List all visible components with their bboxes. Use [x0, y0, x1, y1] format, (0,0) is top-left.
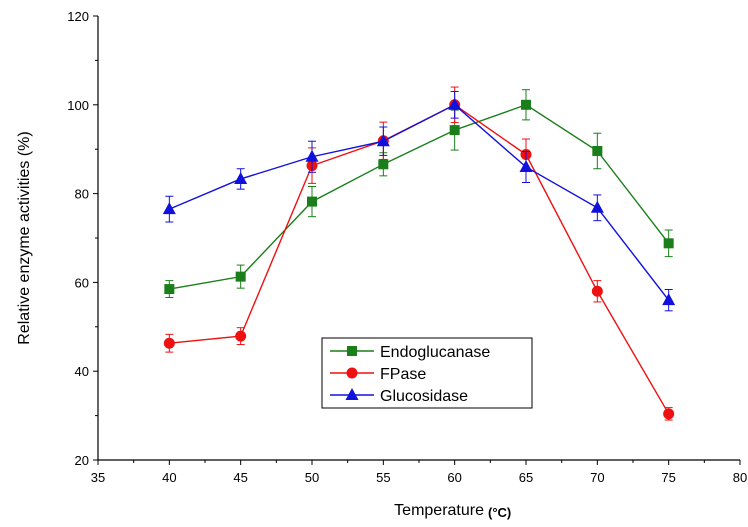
y-tick-label: 60: [75, 275, 89, 290]
x-axis-unit: (°C): [488, 505, 511, 520]
legend-item: Glucosidase: [330, 388, 468, 405]
x-axis-title: Temperature: [394, 502, 484, 519]
x-axis-ticks: 35 40 45 50 55 60 65 70 75 80: [91, 460, 747, 485]
legend-marker: [347, 346, 357, 356]
data-point: [663, 238, 674, 249]
y-tick-label: 20: [75, 453, 89, 468]
y-tick-label: 120: [67, 9, 89, 24]
x-tick-label: 45: [233, 470, 247, 485]
x-tick-label: 65: [519, 470, 533, 485]
legend-item: Endoglucanase: [330, 344, 490, 361]
legend-item: FPase: [330, 366, 426, 383]
data-point: [163, 337, 175, 349]
data-point: [235, 271, 246, 282]
legend-label: Endoglucanase: [380, 344, 490, 361]
y-tick-label: 100: [67, 98, 89, 113]
x-tick-label: 70: [590, 470, 604, 485]
y-axis-title: Relative enzyme activities (%): [16, 131, 33, 344]
data-point: [449, 125, 460, 136]
x-tick-label: 80: [733, 470, 747, 485]
y-tick-label: 80: [75, 187, 89, 202]
series-line: [169, 103, 670, 301]
y-axis-ticks: 20 40 60 80 100 120: [67, 9, 98, 468]
legend-marker: [346, 367, 358, 379]
legend-marker: [345, 388, 359, 400]
x-tick-label: 55: [376, 470, 390, 485]
data-point: [235, 330, 247, 342]
data-point: [448, 97, 462, 110]
x-tick-label: 35: [91, 470, 105, 485]
x-tick-label: 75: [661, 470, 675, 485]
series-line: [169, 104, 670, 290]
data-point: [592, 145, 603, 156]
x-tick-label: 40: [162, 470, 176, 485]
legend: Endoglucanase FPase Glucosidase: [321, 337, 533, 409]
data-point: [521, 99, 531, 110]
data-point: [305, 149, 319, 162]
data-point: [164, 284, 175, 295]
data-point: [378, 159, 389, 170]
data-point: [591, 285, 603, 297]
data-point: [662, 293, 676, 306]
plot-area: [162, 86, 676, 421]
data-point: [519, 159, 533, 172]
data-point: [162, 202, 176, 215]
data-point: [590, 200, 604, 213]
legend-label: Glucosidase: [380, 388, 468, 405]
data-point: [376, 134, 390, 147]
x-tick-label: 60: [447, 470, 461, 485]
y-tick-label: 40: [75, 364, 89, 379]
legend-label: FPase: [380, 366, 426, 383]
series-endoglucanase: [164, 89, 674, 298]
x-axis-label: Temperature: [394, 502, 484, 519]
data-point: [234, 171, 248, 184]
x-tick-label: 50: [305, 470, 319, 485]
data-point: [307, 196, 317, 207]
data-point: [663, 408, 675, 420]
series-glucosidase: [162, 90, 676, 312]
